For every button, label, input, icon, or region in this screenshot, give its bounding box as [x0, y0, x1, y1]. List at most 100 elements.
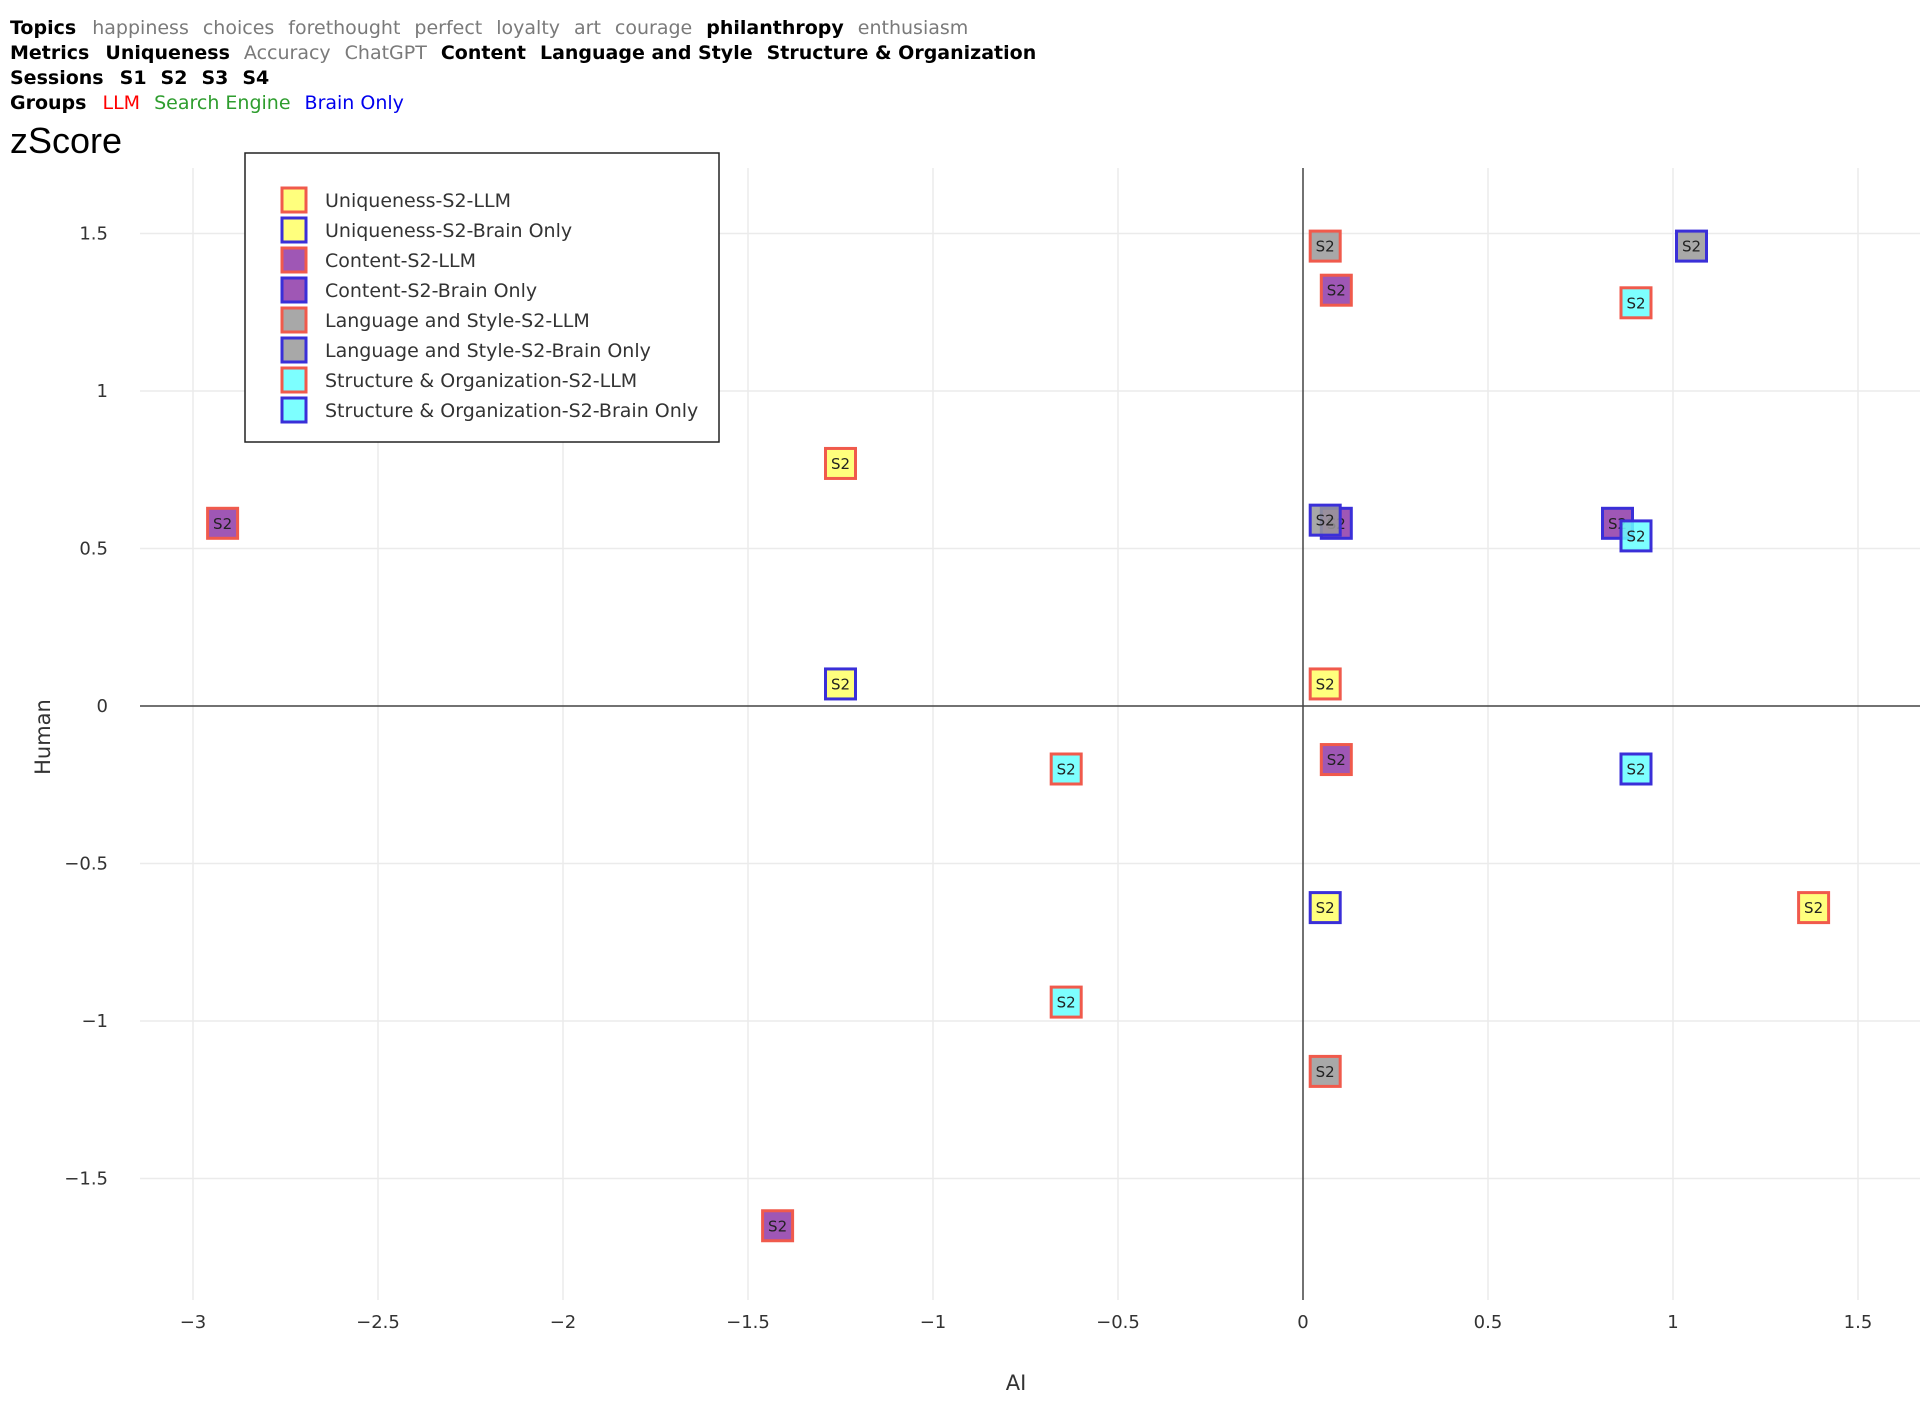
x-tick-label: −3 — [180, 1312, 207, 1333]
point-marker — [1319, 743, 1353, 777]
data-point[interactable]: S2 — [1308, 667, 1342, 701]
data-point[interactable]: S2 — [824, 667, 857, 701]
data-point[interactable]: S2 — [1319, 743, 1353, 777]
point-marker — [824, 446, 857, 480]
legend-item-language-and-style-s2-brain-only[interactable]: Language and Style-S2-Brain Only — [280, 336, 651, 364]
point-marker — [1049, 752, 1083, 786]
x-axis-title: AI — [1006, 1371, 1027, 1395]
topics-options: happiness choices forethought perfect loyalt… — [92, 17, 982, 39]
filter-option-s2[interactable]: S2 — [160, 67, 188, 89]
legend-item-language-and-style-s2-llm[interactable]: Language and Style-S2-LLM — [280, 306, 590, 334]
data-point[interactable]: S2 — [824, 446, 857, 480]
filter-option-llm[interactable]: LLM — [102, 92, 141, 114]
filter-option-perfect[interactable]: perfect — [414, 17, 483, 39]
grid-layer — [140, 168, 1920, 1300]
filter-option-choices[interactable]: choices — [202, 17, 275, 39]
data-point[interactable]: S2 — [1619, 752, 1653, 786]
legend-item-content-s2-brain-only[interactable]: Content-S2-Brain Only — [280, 276, 537, 304]
point-marker — [206, 506, 240, 540]
data-point[interactable]: S2 — [1308, 1054, 1342, 1088]
filter-option-enthusiasm[interactable]: enthusiasm — [857, 17, 969, 39]
filter-option-art[interactable]: art — [574, 17, 601, 39]
filter-option-forethought[interactable]: forethought — [288, 17, 401, 39]
groups-filter-row: Groups LLM Search Engine Brain Only — [10, 91, 1050, 116]
legend-label: Language and Style-S2-LLM — [325, 310, 590, 332]
legend[interactable]: Uniqueness-S2-LLM Uniqueness-S2-Brain Onl… — [244, 152, 720, 443]
sessions-filter-row: Sessions S1 S2 S3 S4 — [10, 66, 1050, 91]
data-point[interactable]: S2 — [1675, 229, 1708, 263]
filter-option-uniqueness[interactable]: Uniqueness — [105, 42, 230, 64]
filter-option-accuracy[interactable]: Accuracy — [243, 42, 331, 64]
metrics-label: Metrics — [10, 42, 90, 64]
legend-box — [244, 152, 720, 443]
filter-option-loyalty[interactable]: loyalty — [496, 17, 561, 39]
legend-swatch — [280, 216, 308, 244]
marks-layer: S2S2S2S2S2S2S2S2S2S2S2S2S2S2S2S2S2S2S2S2 — [206, 229, 1831, 1243]
point-marker — [1319, 273, 1353, 307]
data-point[interactable]: S2 — [1797, 891, 1831, 925]
filter-option-content[interactable]: Content — [440, 42, 526, 64]
data-point[interactable]: S2 — [1308, 891, 1342, 925]
point-label: S2 — [213, 515, 232, 533]
point-label: S2 — [1626, 761, 1645, 779]
point-marker — [1308, 667, 1342, 701]
filter-option-philanthropy[interactable]: philanthropy — [706, 17, 844, 39]
legend-item-uniqueness-s2-llm[interactable]: Uniqueness-S2-LLM — [280, 186, 511, 214]
filter-option-s3[interactable]: S3 — [201, 67, 229, 89]
filter-option-brain-only[interactable]: Brain Only — [304, 92, 404, 114]
series-language-and-style-s2-llm: S2 S2 — [1308, 229, 1342, 1088]
point-label: S2 — [1316, 899, 1335, 917]
filter-option-s4[interactable]: S4 — [242, 67, 270, 89]
axis-layer: −3 −2.5 −2 −1.5 −1 −0.5 0 0.5 1 1.5 1.5 1 0.5 0 −0.5 −1… — [64, 168, 1920, 1333]
data-point[interactable]: S2 — [1049, 752, 1083, 786]
filter-option-structure-organization[interactable]: Structure & Organization — [766, 42, 1037, 64]
filter-option-happiness[interactable]: happiness — [92, 17, 189, 39]
metrics-options: Uniqueness Accuracy ChatGPT Content Language… — [105, 42, 1050, 64]
legend-swatch — [280, 186, 308, 214]
data-point[interactable]: S2 — [1308, 503, 1342, 537]
legend-item-uniqueness-s2-brain-only[interactable]: Uniqueness-S2-Brain Only — [280, 216, 572, 244]
x-tick-label: 0.5 — [1474, 1312, 1503, 1333]
data-point[interactable]: S2 — [1619, 286, 1653, 320]
point-label: S2 — [1057, 994, 1076, 1012]
point-label: S2 — [1316, 675, 1335, 693]
filter-option-chatgpt[interactable]: ChatGPT — [344, 42, 427, 64]
series-uniqueness-s2-brain-only: S2 S2 — [824, 667, 1342, 925]
y-tick-label: 0 — [97, 696, 108, 717]
y-tick-label: 1.5 — [79, 224, 108, 245]
legend-label: Language and Style-S2-Brain Only — [325, 340, 651, 362]
groups-options: LLM Search Engine Brain Only — [103, 92, 418, 114]
legend-item-structure-organization-s2-llm[interactable]: Structure & Organization-S2-LLM — [280, 366, 637, 394]
x-tick-label: 0 — [1297, 1312, 1308, 1333]
data-point[interactable]: S2 — [1049, 985, 1083, 1019]
legend-swatch — [280, 276, 308, 304]
point-label: S2 — [1804, 899, 1823, 917]
data-point[interactable]: S2 — [1308, 229, 1342, 263]
data-point[interactable]: S2 — [1319, 273, 1353, 307]
point-label: S2 — [1057, 761, 1076, 779]
y-tick-label: −1.5 — [64, 1169, 108, 1190]
x-tick-label: −1.5 — [726, 1312, 770, 1333]
filter-option-courage[interactable]: courage — [614, 17, 693, 39]
legend-swatch — [280, 366, 308, 394]
filter-option-search-engine[interactable]: Search Engine — [154, 92, 291, 114]
legend-label: Uniqueness-S2-Brain Only — [325, 220, 572, 242]
filter-option-language-and-style[interactable]: Language and Style — [539, 42, 753, 64]
point-marker — [1619, 286, 1653, 320]
series-structure-organization-s2-llm: S2 S2 S2 — [1049, 286, 1653, 1019]
point-label: S2 — [1626, 294, 1645, 312]
y-tick-label: 0.5 — [79, 539, 108, 560]
data-point[interactable]: S2 — [206, 506, 240, 540]
topics-filter-row: Topics happiness choices forethought perfec… — [10, 16, 1050, 41]
data-point[interactable]: S2 — [761, 1209, 795, 1243]
data-point[interactable]: S2 — [1619, 519, 1653, 553]
legend-item-content-s2-llm[interactable]: Content-S2-LLM — [280, 246, 476, 274]
x-tick-label: 1.5 — [1844, 1312, 1873, 1333]
point-label: S2 — [1327, 282, 1346, 300]
legend-item-structure-organization-s2-brain-only[interactable]: Structure & Organization-S2-Brain Only — [280, 396, 698, 424]
filter-option-s1[interactable]: S1 — [119, 67, 147, 89]
point-marker — [1797, 891, 1831, 925]
legend-label: Structure & Organization-S2-Brain Only — [325, 400, 698, 422]
point-marker — [1308, 1054, 1342, 1088]
